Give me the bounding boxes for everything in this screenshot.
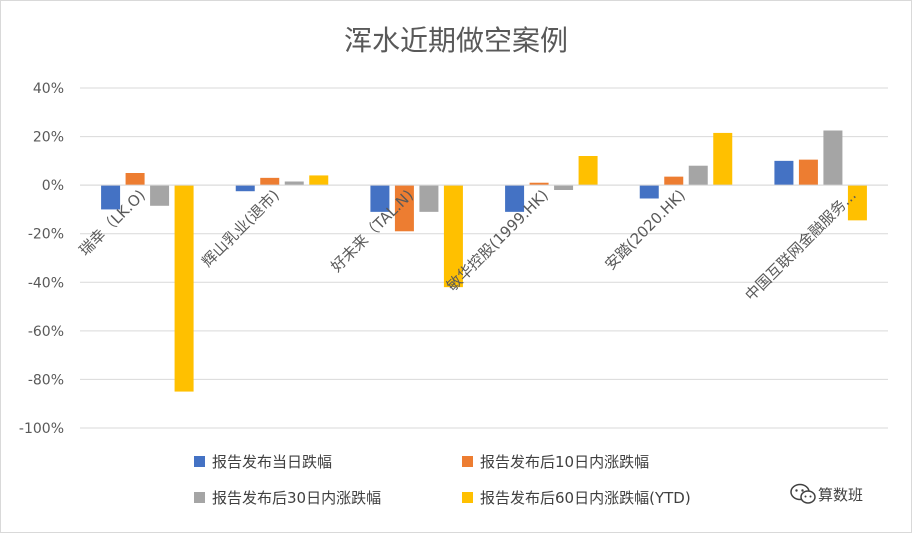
bar-series-4 <box>309 175 329 186</box>
y-axis-ticks: -100% -80% -60% -40% -20% 0% 20% 40% <box>19 81 64 437</box>
bar-series-4 <box>578 156 598 186</box>
y-tick-label: 40% <box>33 81 64 97</box>
bar-series-1 <box>505 185 525 212</box>
y-tick-label: -60% <box>28 324 64 340</box>
legend-label: 报告发布后60日内涨跌幅(YTD) <box>480 489 691 507</box>
bar-series-3 <box>554 185 574 190</box>
bar-series-3 <box>419 185 439 212</box>
bar-series-4 <box>443 185 463 288</box>
bar-series-3 <box>284 181 304 186</box>
bar-series-1 <box>370 185 390 212</box>
bar-series-4 <box>174 185 194 392</box>
legend-label: 报告发布后10日内涨跌幅 <box>480 453 649 471</box>
wechat-icon <box>790 483 816 504</box>
chart-title: 浑水近期做空案例 <box>344 24 568 57</box>
bar-series-2 <box>529 182 549 186</box>
bar-series-1 <box>235 185 255 192</box>
bar-series-2 <box>394 185 414 232</box>
y-tick-label: -20% <box>28 227 64 243</box>
watermark-logo: 算数班 <box>790 483 863 504</box>
y-tick-label: -80% <box>28 372 64 388</box>
bar-series-2 <box>664 176 684 186</box>
bar-series-3 <box>150 185 170 206</box>
y-tick-label: -40% <box>28 275 64 291</box>
bar-series-4 <box>713 132 733 186</box>
bar-series-3 <box>688 165 708 186</box>
legend-swatch <box>462 456 473 467</box>
legend-label: 报告发布后30日内涨跌幅 <box>212 489 381 507</box>
bar-series-2 <box>125 173 145 186</box>
bar-series-3 <box>823 130 843 186</box>
y-tick-label: 20% <box>33 130 64 146</box>
bar-series-1 <box>639 185 659 199</box>
legend-label: 报告发布当日跌幅 <box>212 453 332 471</box>
bars <box>101 130 867 392</box>
y-tick-label: -100% <box>19 421 64 437</box>
bar-series-2 <box>798 159 818 186</box>
legend-swatch <box>462 492 473 503</box>
y-tick-label: 0% <box>42 178 64 194</box>
bar-series-1 <box>101 185 121 210</box>
bar-series-2 <box>260 177 280 186</box>
legend-swatch <box>194 492 205 503</box>
bar-series-1 <box>774 160 794 186</box>
legend-swatch <box>194 456 205 467</box>
bar-series-4 <box>847 185 867 221</box>
watermark-text: 算数班 <box>818 486 863 504</box>
